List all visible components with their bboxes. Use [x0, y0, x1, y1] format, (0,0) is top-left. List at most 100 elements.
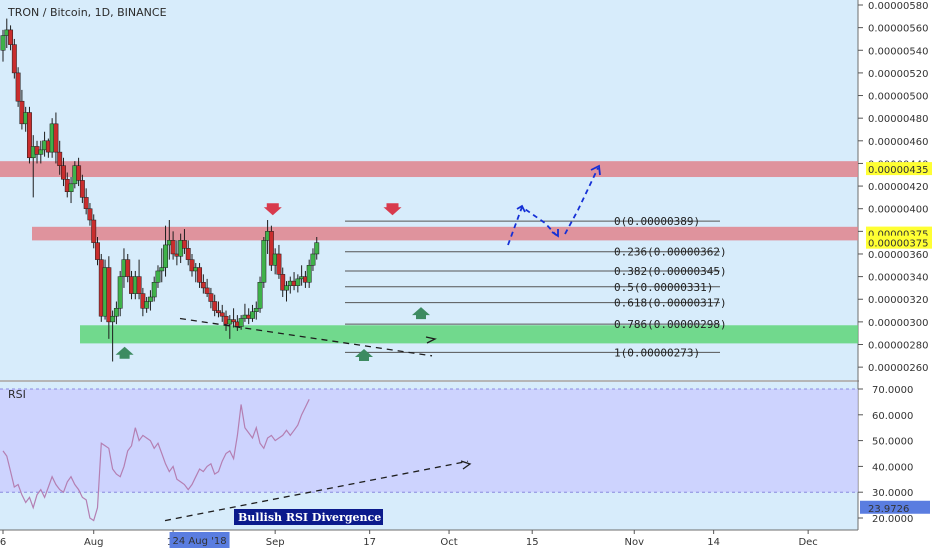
divergence-label-box [234, 509, 383, 525]
rsi-tick-label: 50.0000 [872, 437, 913, 448]
price-tick-label: 0.00000280 [868, 341, 928, 352]
candle-body [68, 183, 74, 192]
projection-path-1 [507, 205, 557, 246]
candle [231, 308, 237, 328]
crosshair-date-badge [169, 532, 230, 548]
price-tick-label: 0.00000360 [868, 250, 928, 261]
time-tick-label: Nov [624, 537, 644, 548]
candle [155, 265, 161, 288]
rsi-line [2, 399, 310, 522]
candle-body [185, 248, 191, 260]
candle-body [170, 240, 176, 255]
candle [136, 259, 142, 300]
candle-body [87, 208, 93, 221]
rsi-tick-label: 60.0000 [872, 411, 913, 422]
candle [38, 140, 44, 164]
candle [216, 301, 221, 318]
candle-body [61, 165, 66, 180]
rsi-tick-label: 20.0000 [872, 514, 913, 525]
candle [91, 214, 97, 249]
projection-arrowhead-2 [551, 229, 559, 238]
candle [200, 274, 206, 294]
candle [170, 231, 176, 260]
price-tick-label: 0.00000420 [868, 182, 928, 193]
candle-body [295, 278, 301, 286]
candle-body [216, 310, 221, 314]
fibonacci-levels: 0(0.00000389) 0.236(0.00000362) 0.382(0.00… [345, 215, 727, 359]
candle-body [268, 231, 274, 266]
price-tick-label: 0.00000400 [868, 205, 928, 216]
candle [11, 38, 17, 79]
candle [268, 225, 274, 271]
price-annotations [115, 164, 601, 362]
projection-path-2 [564, 167, 599, 235]
candle [208, 287, 214, 309]
price-tick-label: 0.00000580 [868, 1, 928, 12]
candle [219, 304, 225, 322]
rsi-current-badge [860, 500, 930, 514]
down-arrow-icon [263, 203, 282, 216]
candle [79, 174, 85, 204]
candle-body [151, 282, 157, 298]
price-tick-label: 0.00000480 [868, 114, 928, 125]
candle-body [27, 112, 32, 159]
price-tick-label: 0.00000560 [868, 24, 928, 35]
fib-label: 0.618(0.00000317) [614, 297, 727, 310]
candle-body [276, 253, 282, 275]
candle [151, 276, 157, 302]
candle-body [15, 72, 21, 102]
divergence-label-text: Bullish RSI Divergence [238, 511, 381, 524]
candle-body [310, 253, 316, 266]
candle-body [159, 267, 165, 272]
time-tick-label: Dec [798, 537, 817, 548]
candle-body [83, 197, 89, 209]
candle [147, 290, 153, 311]
candle-body [197, 267, 203, 283]
price-tick-label: 0.00000320 [868, 295, 928, 306]
price-badge-label: 0.00000435 [868, 165, 928, 176]
candle-body [204, 287, 210, 294]
candle-body [125, 259, 131, 277]
candle [253, 301, 259, 320]
time-tick-label: 6 [0, 537, 6, 548]
rsi-axis-ticks: 70.0000 60.0000 50.0000 40.0000 30.0000 20.00… [858, 385, 930, 525]
candle [76, 157, 82, 187]
candle-body [208, 293, 214, 302]
candle-body [306, 265, 312, 283]
candle [87, 203, 93, 226]
candle-body [0, 35, 6, 51]
price-tick-label: 0.00000260 [868, 363, 928, 374]
fib-label: 0.382(0.00000345) [614, 265, 727, 278]
candle-body [284, 285, 289, 291]
candle-body [181, 240, 187, 249]
candle [110, 310, 116, 362]
price-tick-label: 0.00000500 [868, 92, 928, 103]
candle [284, 281, 289, 302]
candle [181, 229, 187, 254]
time-axis-area[interactable] [0, 530, 932, 550]
candle [117, 270, 123, 317]
candle [8, 25, 14, 51]
crosshair-date-label: 24 Aug '18 [173, 536, 227, 547]
fib-label: 0.786(0.00000298) [614, 318, 727, 331]
candle-body [144, 301, 150, 309]
price-badge-label: 0.00000375 [868, 239, 928, 250]
rsi-tick-label: 70.0000 [872, 385, 913, 396]
time-axis-ticks: 6Aug14Sep17Oct15Nov14Dec24 Aug '18 [0, 530, 818, 548]
candle-body [113, 308, 119, 317]
candle [27, 106, 32, 164]
candle-body [257, 282, 263, 309]
chart-title: TRON / Bitcoin, 1D, BINANCE [7, 6, 167, 19]
candle-body [8, 29, 14, 45]
rsi-tick-label: 30.0000 [872, 488, 913, 499]
candle-body [189, 259, 195, 272]
time-tick-label: 15 [526, 537, 539, 548]
time-tick-label: 14 [707, 537, 720, 548]
candle-body [76, 165, 82, 181]
candle [61, 157, 66, 187]
candle [106, 256, 112, 339]
rsi-current-label: 23.9726 [868, 504, 909, 515]
rsi-trendline [164, 460, 469, 522]
price-axis-area[interactable] [859, 0, 932, 530]
